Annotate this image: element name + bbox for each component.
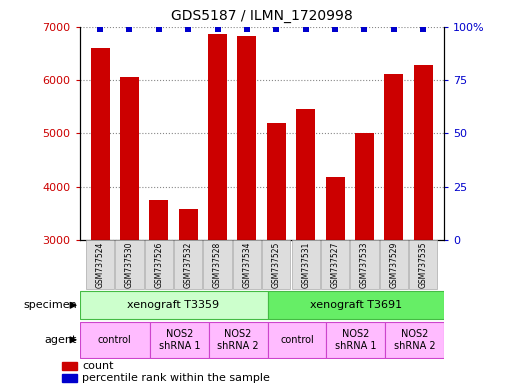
Text: GSM737527: GSM737527 bbox=[330, 242, 340, 288]
FancyBboxPatch shape bbox=[267, 322, 326, 358]
FancyBboxPatch shape bbox=[86, 240, 114, 290]
Text: GSM737525: GSM737525 bbox=[272, 242, 281, 288]
FancyBboxPatch shape bbox=[115, 240, 144, 290]
Text: specimen: specimen bbox=[23, 300, 77, 310]
FancyBboxPatch shape bbox=[150, 322, 209, 358]
FancyBboxPatch shape bbox=[385, 322, 444, 358]
FancyBboxPatch shape bbox=[80, 322, 150, 358]
Text: control: control bbox=[98, 335, 132, 345]
Text: GSM737531: GSM737531 bbox=[301, 242, 310, 288]
Text: NOS2
shRNA 1: NOS2 shRNA 1 bbox=[159, 329, 200, 351]
Bar bbox=[355, 134, 374, 384]
Text: GSM737534: GSM737534 bbox=[243, 242, 251, 288]
Bar bbox=[267, 123, 286, 384]
Text: NOS2
shRNA 1: NOS2 shRNA 1 bbox=[335, 329, 377, 351]
Bar bbox=[413, 65, 433, 384]
FancyBboxPatch shape bbox=[350, 240, 379, 290]
Bar bbox=[238, 36, 256, 384]
FancyBboxPatch shape bbox=[326, 322, 385, 358]
Bar bbox=[62, 362, 77, 369]
Text: agent: agent bbox=[45, 335, 77, 345]
Text: GSM737528: GSM737528 bbox=[213, 242, 222, 288]
Text: GSM737532: GSM737532 bbox=[184, 242, 193, 288]
Text: count: count bbox=[82, 361, 113, 371]
Text: xenograft T3359: xenograft T3359 bbox=[127, 300, 220, 310]
FancyBboxPatch shape bbox=[262, 240, 290, 290]
FancyBboxPatch shape bbox=[174, 240, 202, 290]
FancyBboxPatch shape bbox=[233, 240, 261, 290]
FancyBboxPatch shape bbox=[209, 322, 267, 358]
Title: GDS5187 / ILMN_1720998: GDS5187 / ILMN_1720998 bbox=[171, 9, 352, 23]
Text: xenograft T3691: xenograft T3691 bbox=[309, 300, 402, 310]
FancyBboxPatch shape bbox=[291, 240, 320, 290]
Text: GSM737535: GSM737535 bbox=[419, 242, 428, 288]
Text: NOS2
shRNA 2: NOS2 shRNA 2 bbox=[218, 329, 259, 351]
Bar bbox=[326, 177, 345, 384]
Bar bbox=[208, 34, 227, 384]
Text: GSM737526: GSM737526 bbox=[154, 242, 163, 288]
Text: GSM737533: GSM737533 bbox=[360, 242, 369, 288]
FancyBboxPatch shape bbox=[380, 240, 408, 290]
Bar bbox=[179, 209, 198, 384]
Text: control: control bbox=[280, 335, 314, 345]
Text: percentile rank within the sample: percentile rank within the sample bbox=[82, 373, 270, 383]
Text: GSM737524: GSM737524 bbox=[95, 242, 105, 288]
Bar bbox=[384, 74, 403, 384]
Text: GSM737529: GSM737529 bbox=[389, 242, 398, 288]
Bar bbox=[149, 200, 168, 384]
Text: NOS2
shRNA 2: NOS2 shRNA 2 bbox=[393, 329, 435, 351]
FancyBboxPatch shape bbox=[145, 240, 173, 290]
FancyBboxPatch shape bbox=[321, 240, 349, 290]
FancyBboxPatch shape bbox=[204, 240, 232, 290]
FancyBboxPatch shape bbox=[267, 291, 444, 319]
FancyBboxPatch shape bbox=[80, 291, 267, 319]
Bar bbox=[90, 48, 110, 384]
Bar bbox=[62, 374, 77, 382]
Bar bbox=[296, 109, 315, 384]
Text: GSM737530: GSM737530 bbox=[125, 242, 134, 288]
FancyBboxPatch shape bbox=[409, 240, 437, 290]
Bar bbox=[120, 78, 139, 384]
